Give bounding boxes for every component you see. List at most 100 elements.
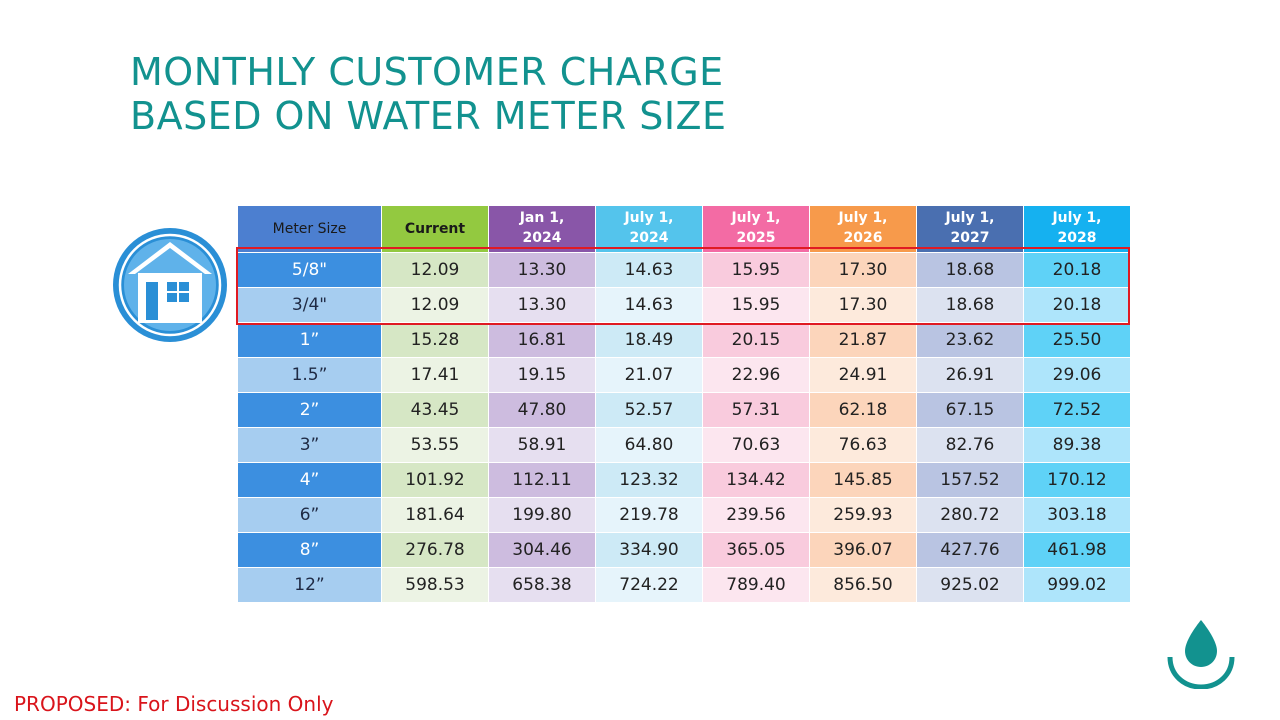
charge-cell: 13.30 <box>488 252 596 288</box>
table-row: 3/4" 12.09 13.30 14.63 15.95 17.30 18.68 20.18 <box>237 287 1131 323</box>
charge-cell: 18.49 <box>595 322 703 358</box>
column-header-line: 2026 <box>843 230 883 246</box>
charge-cell: 365.05 <box>702 532 810 568</box>
meter-size-cell: 3” <box>237 427 382 463</box>
column-header-0: Meter Size <box>237 205 382 253</box>
charge-cell: 145.85 <box>809 462 917 498</box>
column-header-2: Jan 1, 2024 <box>488 205 596 253</box>
charge-cell: 19.15 <box>488 357 596 393</box>
charge-cell: 64.80 <box>595 427 703 463</box>
column-header-line: July 1, <box>731 210 781 226</box>
charge-cell: 15.28 <box>381 322 489 358</box>
table-row: 4” 101.92 112.11 123.32 134.42 145.85 157.52 17… <box>237 462 1131 498</box>
charge-cell: 134.42 <box>702 462 810 498</box>
column-header-line: Current <box>404 221 466 237</box>
table-row: 6” 181.64 199.80 219.78 239.56 259.93 280.72 30… <box>237 497 1131 533</box>
charge-cell: 12.09 <box>381 287 489 323</box>
charge-cell: 101.92 <box>381 462 489 498</box>
charge-cell: 17.30 <box>809 252 917 288</box>
column-header-1: Current <box>381 205 489 253</box>
charge-cell: 219.78 <box>595 497 703 533</box>
charge-cell: 999.02 <box>1023 567 1131 603</box>
charge-cell: 14.63 <box>595 287 703 323</box>
charge-cell: 70.63 <box>702 427 810 463</box>
charge-cell: 23.62 <box>916 322 1024 358</box>
meter-size-cell: 1.5” <box>237 357 382 393</box>
charge-cell: 170.12 <box>1023 462 1131 498</box>
house-icon <box>113 228 227 342</box>
column-header-6: July 1, 2027 <box>916 205 1024 253</box>
charge-cell: 26.91 <box>916 357 1024 393</box>
charge-cell: 15.95 <box>702 252 810 288</box>
charge-cell: 181.64 <box>381 497 489 533</box>
charge-cell: 18.68 <box>916 287 1024 323</box>
charge-cell: 15.95 <box>702 287 810 323</box>
charge-cell: 856.50 <box>809 567 917 603</box>
column-header-3: July 1, 2024 <box>595 205 703 253</box>
table-row: 2” 43.45 47.80 52.57 57.31 62.18 67.15 72.52 <box>237 392 1131 428</box>
charge-cell: 24.91 <box>809 357 917 393</box>
water-drop-icon <box>1167 620 1235 689</box>
title-line-2: BASED ON WATER METER SIZE <box>130 94 727 138</box>
column-header-line: July 1, <box>624 210 674 226</box>
column-header-line: July 1, <box>838 210 888 226</box>
table-row: 8” 276.78 304.46 334.90 365.05 396.07 427.76 46… <box>237 532 1131 568</box>
charge-cell: 21.87 <box>809 322 917 358</box>
meter-size-cell: 3/4" <box>237 287 382 323</box>
column-header-line: July 1, <box>1052 210 1102 226</box>
charge-cell: 22.96 <box>702 357 810 393</box>
charge-cell: 76.63 <box>809 427 917 463</box>
charge-cell: 334.90 <box>595 532 703 568</box>
column-header-line: 2024 <box>522 230 562 246</box>
column-header-4: July 1, 2025 <box>702 205 810 253</box>
charge-cell: 25.50 <box>1023 322 1131 358</box>
table-row: 5/8" 12.09 13.30 14.63 15.95 17.30 18.68 20.18 <box>237 252 1131 288</box>
footer-disclaimer: PROPOSED: For Discussion Only <box>14 692 334 716</box>
charge-cell: 14.63 <box>595 252 703 288</box>
charge-cell: 303.18 <box>1023 497 1131 533</box>
charge-cell: 658.38 <box>488 567 596 603</box>
meter-size-cell: 1” <box>237 322 382 358</box>
charge-cell: 17.41 <box>381 357 489 393</box>
column-header-line: 2027 <box>950 230 990 246</box>
column-header-line: Meter Size <box>272 221 347 237</box>
charge-cell: 57.31 <box>702 392 810 428</box>
charge-cell: 123.32 <box>595 462 703 498</box>
charge-cell: 925.02 <box>916 567 1024 603</box>
title-line-1: MONTHLY CUSTOMER CHARGE <box>130 50 724 94</box>
charge-cell: 304.46 <box>488 532 596 568</box>
charge-cell: 20.18 <box>1023 252 1131 288</box>
meter-size-cell: 2” <box>237 392 382 428</box>
charge-cell: 13.30 <box>488 287 596 323</box>
charge-cell: 157.52 <box>916 462 1024 498</box>
meter-size-cell: 8” <box>237 532 382 568</box>
column-header-line: July 1, <box>945 210 995 226</box>
charge-cell: 20.15 <box>702 322 810 358</box>
charge-cell: 29.06 <box>1023 357 1131 393</box>
table-header-row: Meter Size Current Jan 1, 2024 July 1, 2024 Ju… <box>237 205 1131 253</box>
column-header-7: July 1, 2028 <box>1023 205 1131 253</box>
page-title: MONTHLY CUSTOMER CHARGE BASED ON WATER M… <box>130 50 727 138</box>
charge-cell: 276.78 <box>381 532 489 568</box>
table-row: 12” 598.53 658.38 724.22 789.40 856.50 925.02 9… <box>237 567 1131 603</box>
meter-size-cell: 6” <box>237 497 382 533</box>
charge-cell: 18.68 <box>916 252 1024 288</box>
charge-cell: 239.56 <box>702 497 810 533</box>
charge-cell: 43.45 <box>381 392 489 428</box>
charge-cell: 461.98 <box>1023 532 1131 568</box>
charge-cell: 259.93 <box>809 497 917 533</box>
column-header-5: July 1, 2026 <box>809 205 917 253</box>
charge-cell: 280.72 <box>916 497 1024 533</box>
charge-cell: 53.55 <box>381 427 489 463</box>
charge-cell: 427.76 <box>916 532 1024 568</box>
column-header-line: 2025 <box>736 230 776 246</box>
meter-size-cell: 12” <box>237 567 382 603</box>
charge-cell: 58.91 <box>488 427 596 463</box>
meter-size-cell: 4” <box>237 462 382 498</box>
charge-cell: 789.40 <box>702 567 810 603</box>
charge-cell: 16.81 <box>488 322 596 358</box>
charge-cell: 89.38 <box>1023 427 1131 463</box>
charge-cell: 47.80 <box>488 392 596 428</box>
column-header-line: Jan 1, <box>519 210 565 226</box>
charge-cell: 52.57 <box>595 392 703 428</box>
